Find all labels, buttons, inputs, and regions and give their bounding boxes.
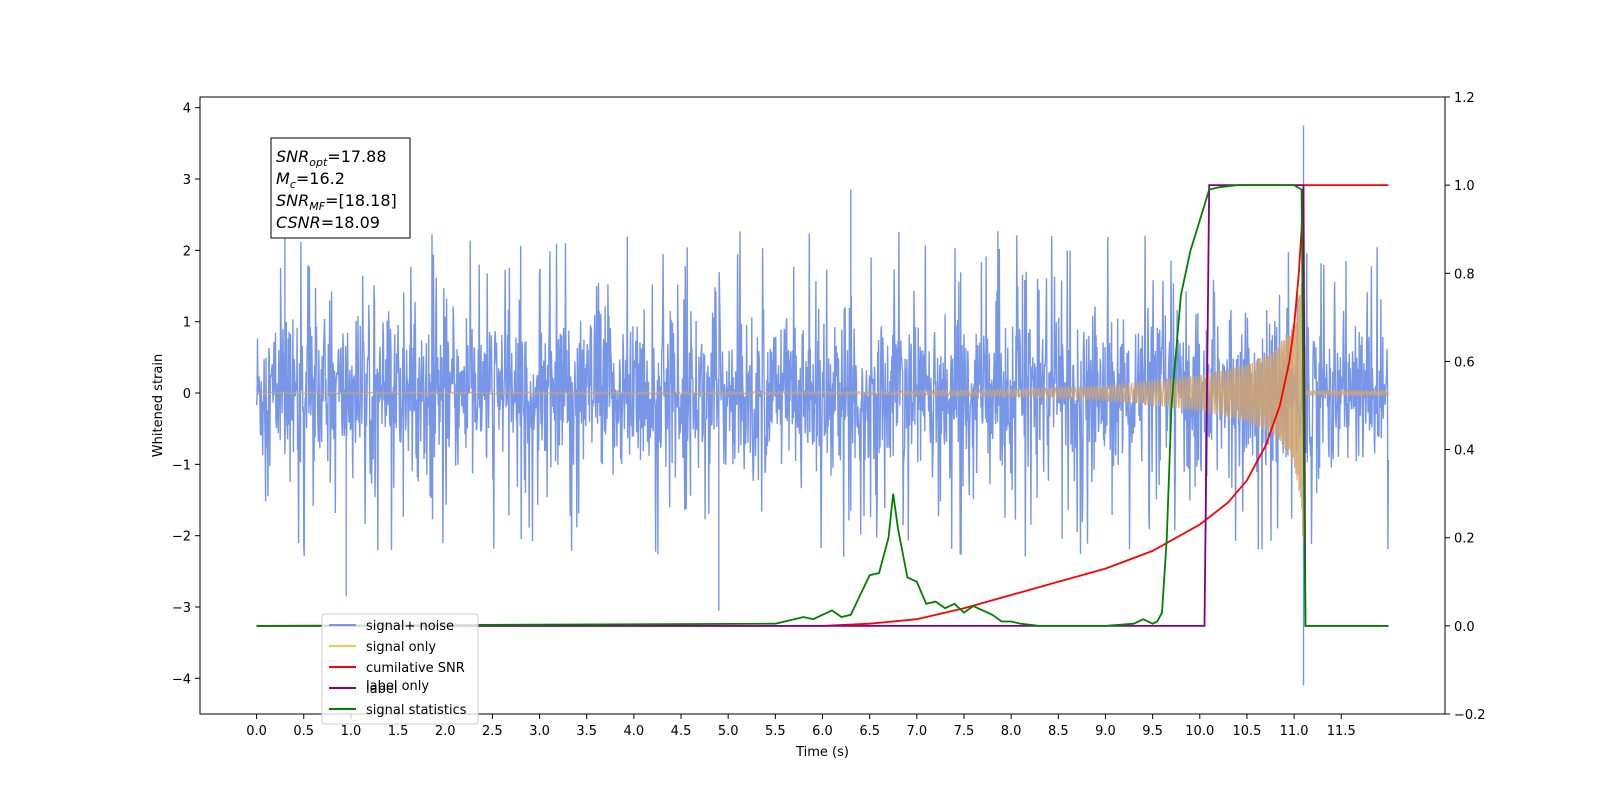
y2-tick-label: 0.0 bbox=[1454, 620, 1475, 635]
y-tick-label: −1 bbox=[172, 458, 191, 473]
x-axis-label: Time (s) bbox=[795, 745, 849, 760]
y-tick-label: 4 bbox=[183, 102, 191, 117]
x-tick-label: 10.5 bbox=[1232, 724, 1261, 739]
annotation-line: CSNR=18.09 bbox=[276, 213, 380, 232]
y-axis-label: Whitened strain bbox=[151, 354, 166, 457]
legend-label: cumilative SNR bbox=[366, 661, 465, 676]
y-tick-label: −4 bbox=[172, 672, 191, 687]
y-tick-label: 3 bbox=[183, 173, 191, 188]
y2-tick-label: 0.4 bbox=[1454, 444, 1475, 459]
y2-tick-label: 0.2 bbox=[1454, 532, 1475, 547]
x-tick-label: 11.0 bbox=[1280, 724, 1309, 739]
x-tick-label: 4.5 bbox=[671, 724, 692, 739]
y-tick-label: −3 bbox=[172, 601, 191, 616]
y2-tick-label: 1.0 bbox=[1454, 179, 1475, 194]
x-tick-label: 2.0 bbox=[435, 724, 456, 739]
legend-label: label bbox=[366, 682, 397, 697]
plot-area bbox=[257, 126, 1389, 686]
x-tick-label: 6.0 bbox=[812, 724, 833, 739]
x-tick-label: 1.0 bbox=[341, 724, 362, 739]
legend-label: signal+ noise bbox=[366, 619, 454, 634]
legend-label: signal statistics bbox=[366, 703, 467, 718]
x-tick-label: 11.5 bbox=[1327, 724, 1356, 739]
annotation-box: SNRopt=17.88Mc=16.2SNRMF=[18.18]CSNR=18.… bbox=[271, 138, 410, 238]
annotation-line: Mc=16.2 bbox=[276, 169, 345, 191]
x-tick-label: 9.0 bbox=[1095, 724, 1116, 739]
y2-tick-label: 1.2 bbox=[1454, 91, 1475, 106]
annotation-line: SNRMF=[18.18] bbox=[276, 191, 397, 213]
series-signal-noise bbox=[257, 126, 1389, 686]
x-tick-label: 4.0 bbox=[624, 724, 645, 739]
x-tick-label: 5.5 bbox=[765, 724, 786, 739]
y-tick-label: −2 bbox=[172, 530, 191, 545]
x-tick-label: 7.0 bbox=[906, 724, 927, 739]
x-tick-label: 10.0 bbox=[1185, 724, 1214, 739]
y2-tick-label: 0.8 bbox=[1454, 267, 1475, 282]
y2-tick-label: 0.6 bbox=[1454, 355, 1475, 370]
legend-label: signal only bbox=[366, 640, 436, 655]
x-tick-label: 8.0 bbox=[1001, 724, 1022, 739]
x-tick-label: 3.5 bbox=[576, 724, 597, 739]
x-tick-label: 9.5 bbox=[1142, 724, 1163, 739]
x-tick-label: 0.0 bbox=[246, 724, 267, 739]
x-tick-label: 0.5 bbox=[293, 724, 314, 739]
x-tick-label: 6.5 bbox=[859, 724, 880, 739]
x-tick-label: 8.5 bbox=[1048, 724, 1069, 739]
x-tick-label: 2.5 bbox=[482, 724, 503, 739]
annotation-line: SNRopt=17.88 bbox=[276, 147, 387, 169]
y-tick-label: 1 bbox=[183, 316, 191, 331]
y-tick-label: 0 bbox=[183, 387, 191, 402]
y2-tick-label: −0.2 bbox=[1454, 708, 1486, 723]
x-tick-label: 5.0 bbox=[718, 724, 739, 739]
x-tick-label: 3.0 bbox=[529, 724, 550, 739]
x-tick-label: 1.5 bbox=[388, 724, 409, 739]
y-tick-label: 2 bbox=[183, 244, 191, 259]
x-tick-label: 7.5 bbox=[954, 724, 975, 739]
